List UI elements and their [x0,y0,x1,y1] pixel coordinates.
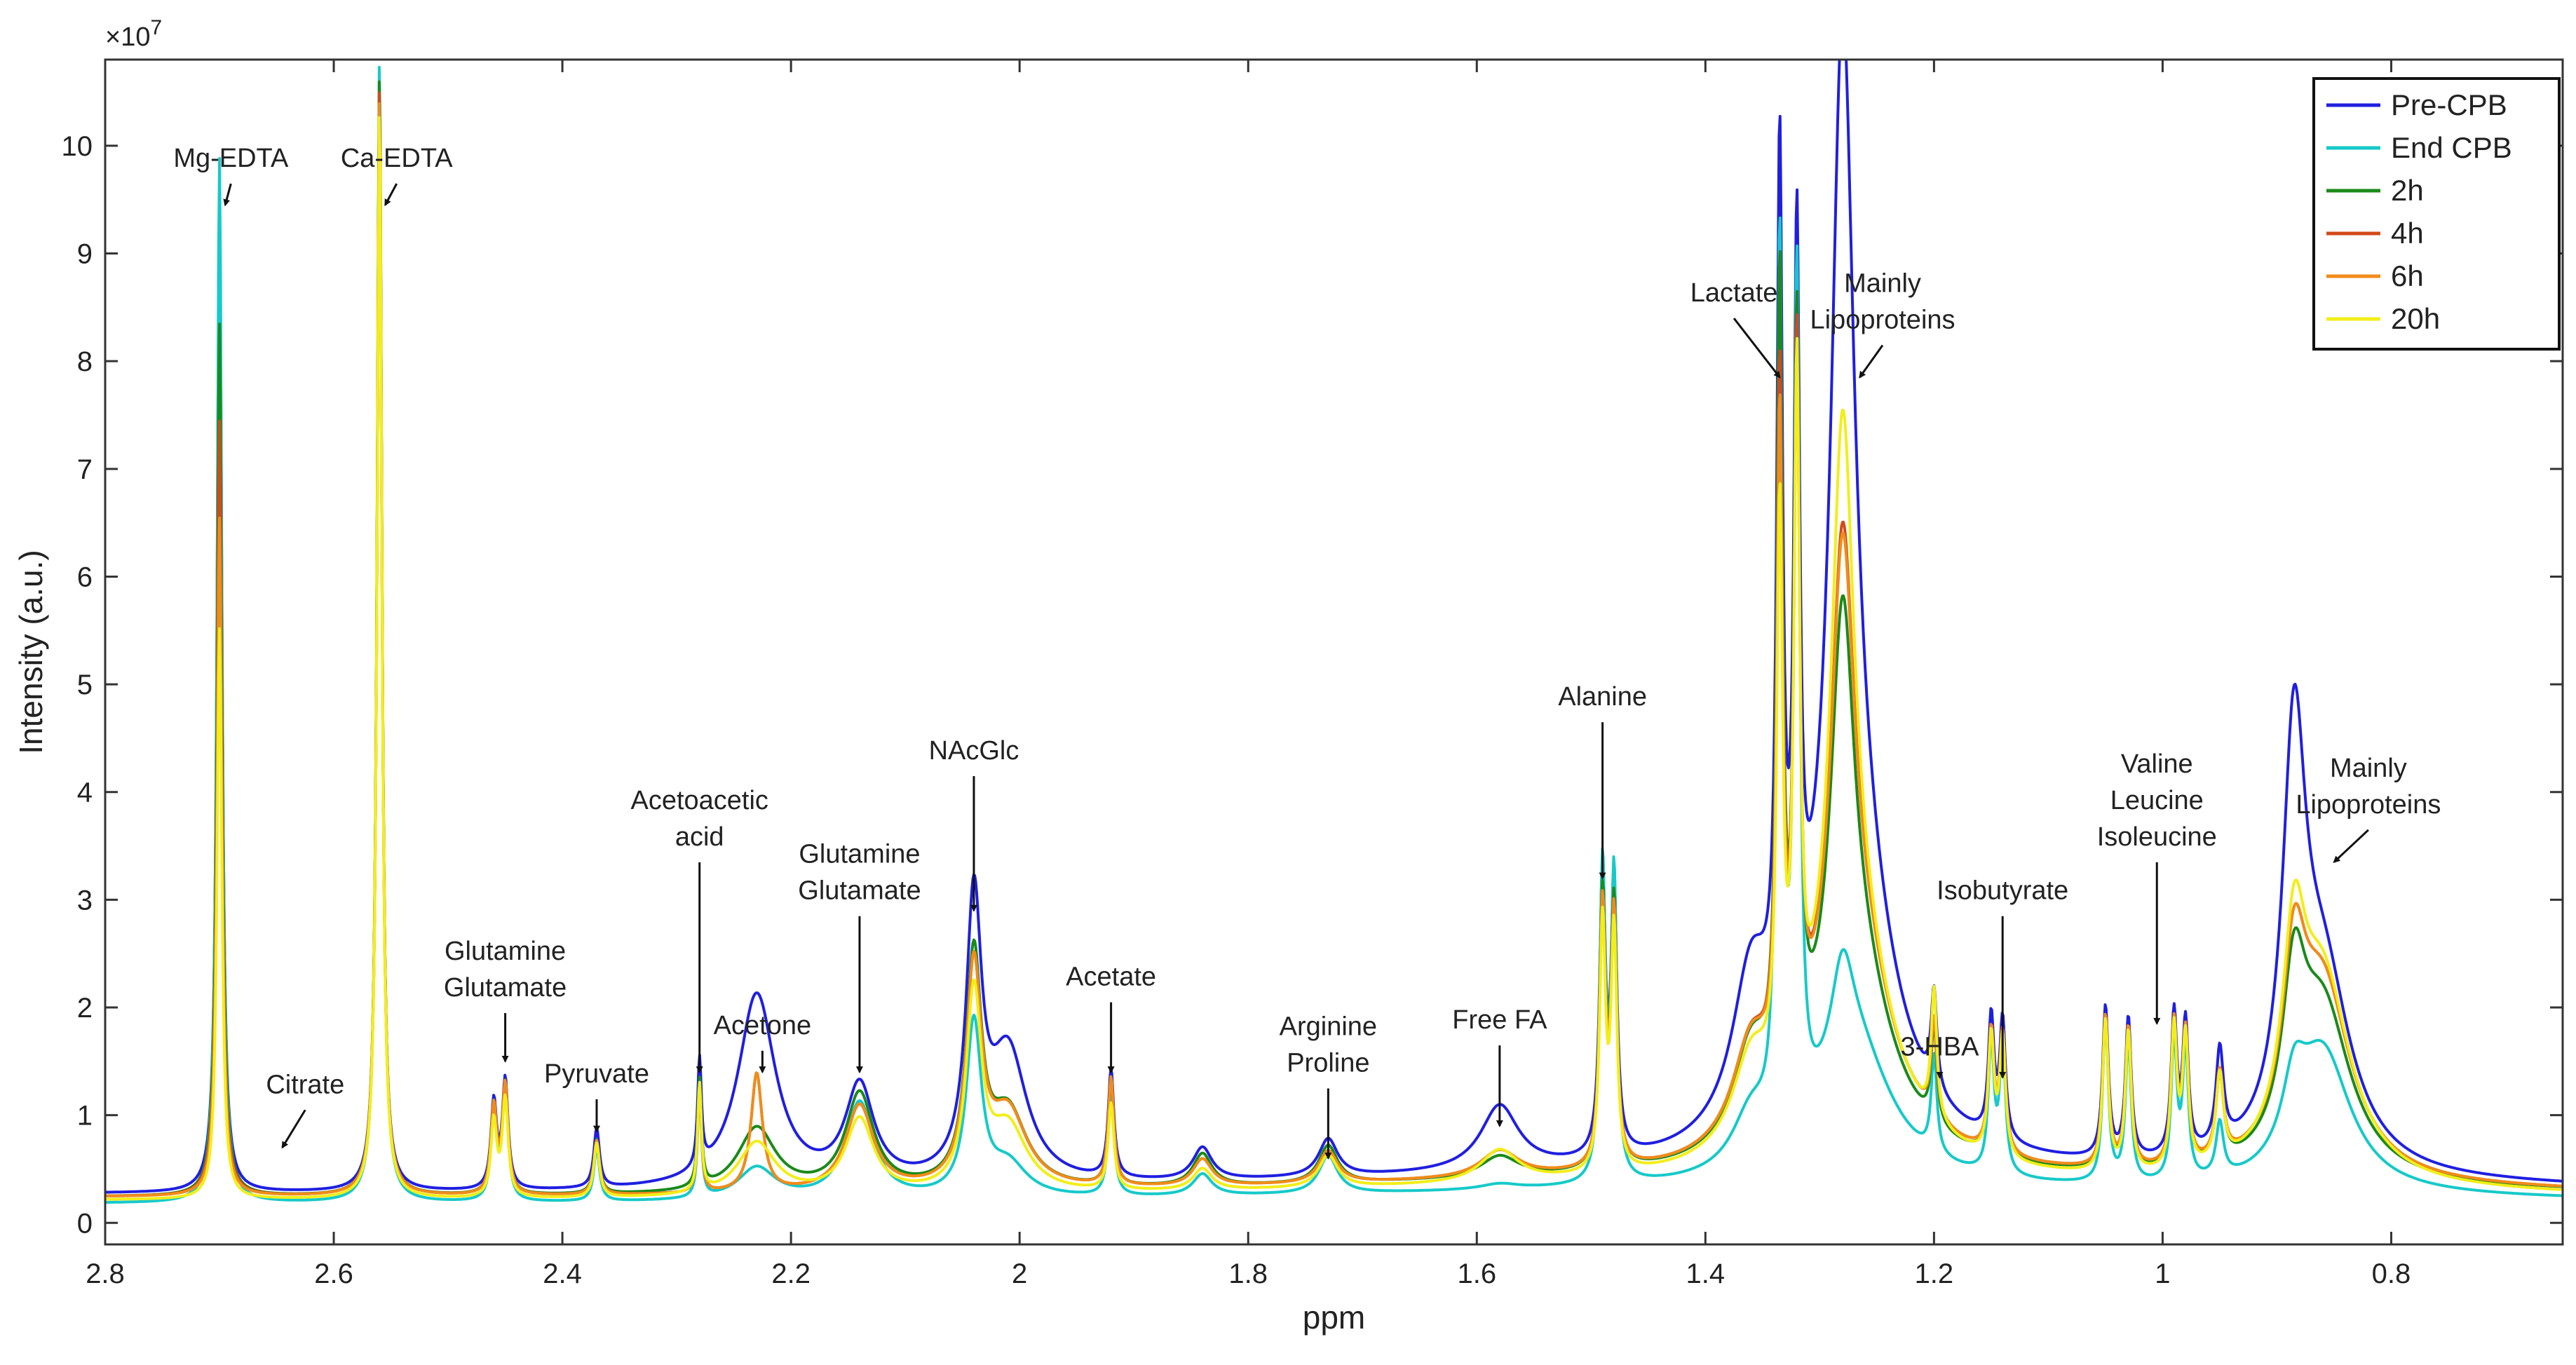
annotation-2: Citrate [266,1070,344,1149]
series-line-4 [105,102,2563,1197]
annotation-arrow [1733,318,1781,379]
x-tick-label: 1.6 [1457,1258,1496,1289]
annotation-label: Free FA [1452,1005,1547,1035]
plot-area [105,60,2563,1204]
annotation-label: Glutamate [444,973,567,1003]
y-exponent-label: ×107 [105,16,162,52]
y-tick-label: 5 [77,670,93,700]
annotation-label: Lipoproteins [2296,790,2441,820]
annotation-4: Pyruvate [544,1059,649,1133]
x-tick-label: 1.8 [1228,1258,1268,1289]
annotation-16: Isobutyrate [1937,876,2068,1079]
legend-label: 6h [2391,259,2424,292]
annotation-label: Alanine [1558,682,1647,712]
y-tick-label: 6 [77,562,93,592]
annotation-1: Ca-EDTA [341,144,453,207]
y-tick-label: 10 [62,131,93,162]
annotation-arrow [2333,829,2369,863]
y-tick-label: 1 [77,1101,93,1132]
annotation-3: Glutamine Glutamate [444,937,567,1063]
y-axis-title: Intensity (a.u.) [13,550,49,754]
axes: 2.8 2.6 2.4 2.2 2 1.8 1.6 1.4 1.2 1 0.8 0 1 2 3 4 5 6 7 8 9 1… [13,16,2564,1336]
annotation-label: Isobutyrate [1937,876,2068,906]
annotation-label: Acetone [714,1011,811,1040]
annotation-12: Alanine [1558,682,1647,880]
legend-label: 2h [2391,174,2424,207]
annotation-label: Glutamine [799,840,920,869]
y-tick-label: 4 [77,777,93,808]
annotation-0: Mg-EDTA [173,144,289,207]
annotation-8: NAcGlc [929,736,1019,912]
annotation-6: Acetone [714,1011,811,1074]
series-line-5 [105,116,2563,1201]
annotation-9: Acetate [1066,963,1156,1074]
x-tick-label: 1.2 [1915,1258,1954,1289]
annotation-arrow [384,183,398,207]
annotation-label: Arginine [1280,1012,1377,1042]
annotation-11: Free FA [1452,1005,1547,1127]
annotation-14: Mainly Lipoproteins [1810,269,1955,379]
annotation-label: Pyruvate [544,1059,649,1089]
x-axis-title: ppm [1303,1299,1365,1336]
annotation-label: NAcGlc [929,736,1019,766]
annotation-label: Mg-EDTA [173,144,289,173]
annotation-label: acid [675,822,724,852]
y-tick-label: 0 [77,1208,93,1239]
legend-box [2312,77,2561,351]
x-tick-label: 2 [1012,1258,1027,1289]
annotation-label: Lipoproteins [1810,305,1955,334]
legend-label: Pre-CPB [2391,88,2507,121]
axes-frame [104,58,2564,1246]
annotation-label: Valine [2121,749,2193,779]
annotation-arrow [223,183,232,207]
annotation-label: Isoleucine [2097,822,2217,852]
annotation-label: Glutamate [798,876,921,906]
annotation-18: Mainly Lipoproteins [2296,754,2441,863]
x-tick-label: 2.6 [314,1258,353,1289]
annotation-10: Arginine Proline [1280,1012,1377,1160]
x-tick-label: 2.2 [771,1258,811,1289]
annotation-label: Proline [1287,1049,1369,1078]
annotation-5: Acetoacetic acid [630,786,768,1074]
x-tick-label: 1 [2155,1258,2170,1289]
y-tick-label: 3 [77,885,93,916]
annotation-label: Acetate [1066,963,1156,992]
annotation-label: Glutamine [445,937,566,966]
y-tick-label: 2 [77,993,93,1024]
annotation-label: Lactate [1690,278,1778,308]
annotation-label: Ca-EDTA [341,144,453,173]
x-tick-label: 2.4 [543,1258,582,1289]
legend-label: End CPB [2391,131,2512,164]
annotations: Mg-EDTA Ca-EDTA Citrate Glutamine Glutamate P… [173,144,2441,1160]
annotation-label: Mainly [1844,269,1921,298]
x-tick-label: 2.8 [86,1258,125,1289]
annotation-label: Leucine [2110,786,2204,815]
annotation-15: 3-HBA [1901,1033,1980,1079]
legend: Pre-CPB End CPB 2h 4h 6h 20h [2312,77,2561,351]
x-tick-label: 1.4 [1686,1258,1726,1289]
y-tick-label: 7 [77,454,93,485]
annotation-arrow [281,1109,306,1149]
annotation-label: Acetoacetic [630,786,768,815]
annotation-label: Mainly [2330,754,2407,783]
annotation-13: Lactate [1690,278,1781,379]
legend-label: 4h [2391,217,2424,250]
annotation-label: 3-HBA [1901,1033,1980,1062]
annotation-7: Glutamine Glutamate [798,840,921,1074]
x-tick-label: 0.8 [2372,1258,2411,1289]
y-tick-label: 8 [77,346,93,377]
annotation-label: Citrate [266,1070,344,1099]
annotation-arrow [1859,344,1884,379]
legend-label: 20h [2391,302,2440,335]
series-line-0 [105,60,2563,1194]
y-tick-label: 9 [77,239,93,270]
annotation-17: Valine Leucine Isoleucine [2097,749,2217,1026]
